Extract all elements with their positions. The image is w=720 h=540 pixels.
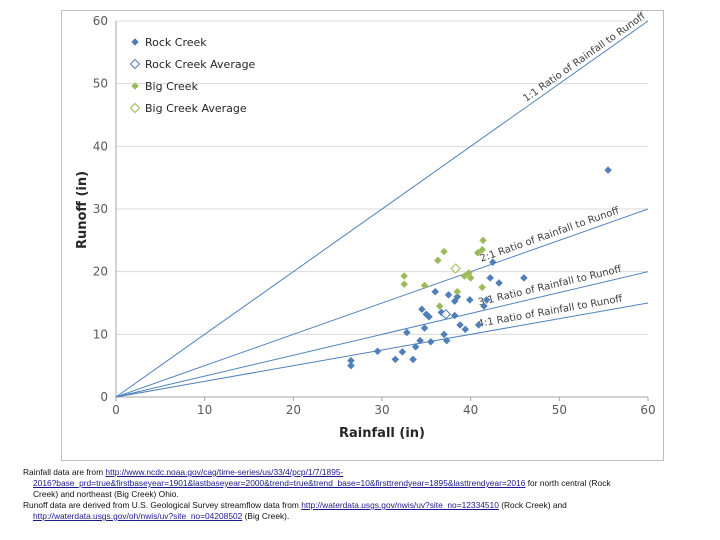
rock-creek-point-23 xyxy=(456,321,464,329)
x-tick-label-30: 30 xyxy=(374,403,389,417)
ratio-line-1 xyxy=(115,20,649,398)
big-creek-point-8 xyxy=(460,272,469,280)
legend: Rock Creek Rock Creek Average Big Creek Big… xyxy=(129,36,256,115)
legend-marker-big-creek-average xyxy=(129,102,141,114)
axes xyxy=(115,21,649,401)
rock-creek-point-18 xyxy=(442,336,451,345)
rock-creek-point-10 xyxy=(418,305,426,314)
rock-creek-point-1 xyxy=(347,361,355,370)
ratio-label-2: 2:1 Ratio of Rainfall to Runoff xyxy=(479,205,622,265)
big-creek-usgs-link[interactable]: http://waterdata.usgs.gov/oh/nwis/uv?sit… xyxy=(33,511,243,521)
rock-creek-point-31 xyxy=(495,279,503,287)
rainfall-data-link-continued[interactable]: 2016?base_prd=true&firstbaseyear=1901&la… xyxy=(33,478,526,488)
rock-creek-point-19 xyxy=(444,290,453,299)
footnote-rock-creek-text: (Rock Creek) and xyxy=(498,500,567,510)
rock-creek-point-13 xyxy=(425,312,433,321)
big-creek-point-10 xyxy=(466,274,475,282)
rock-creek-point-6 xyxy=(402,328,411,337)
rock-creek-point-9 xyxy=(416,336,424,345)
rock-creek-point-8 xyxy=(411,343,420,351)
y-tick-label-50: 50 xyxy=(93,77,108,91)
y-tick-label-60: 60 xyxy=(93,14,108,28)
rock-creek-point-28 xyxy=(482,296,491,304)
x-tick-label-10: 10 xyxy=(197,403,212,417)
tick-labels: 0 10 20 30 40 50 60 0 10 20 30 40 50 60 xyxy=(93,14,656,417)
x-tick-label-50: 50 xyxy=(552,403,567,417)
big-creek-point-13 xyxy=(478,245,487,254)
footnote-region-text-continued: Creek) and northeast (Big Creek) Ohio. xyxy=(33,489,179,499)
ratio-line-2 xyxy=(115,208,649,398)
rock-creek-point-20 xyxy=(450,311,459,320)
ratio-line-4 xyxy=(115,302,649,398)
rock-creek-point-33 xyxy=(604,166,612,175)
scatter-chart: 1:1 Ratio of Rainfall to Runoff 2:1 Ratio… xyxy=(75,10,656,441)
legend-marker-rock-creek xyxy=(131,38,139,46)
rock-creek-usgs-link[interactable]: http://waterdata.usgs.gov/nwis/uv?site_n… xyxy=(301,500,499,510)
y-tick-label-0: 0 xyxy=(100,390,108,404)
rock-creek-point-27 xyxy=(480,302,488,310)
y-tick-label-40: 40 xyxy=(93,139,108,153)
big-creek-average-point-1 xyxy=(450,263,461,274)
big-creek-point-5 xyxy=(435,302,444,310)
y-tick-label-30: 30 xyxy=(93,202,108,216)
big-creek-point-12 xyxy=(478,283,487,292)
rock-creek-point-29 xyxy=(486,274,495,282)
rock-creek-point-22 xyxy=(453,292,462,301)
rock-creek-point-5 xyxy=(398,348,407,356)
rock-creek-point-11 xyxy=(420,324,429,332)
ratio-label-1: 1:1 Ratio of Rainfall to Runoff xyxy=(521,10,648,104)
x-axis-title: Rainfall (in) xyxy=(339,426,425,441)
big-creek-point-7 xyxy=(453,287,462,296)
rainfall-data-link[interactable]: http://www.ncdc.noaa.gov/cag/time-series… xyxy=(105,467,344,477)
rock-creek-point-2 xyxy=(347,356,355,365)
rock-creek-point-30 xyxy=(488,258,497,267)
rock-creek-point-26 xyxy=(474,321,483,329)
big-creek-point-4 xyxy=(434,256,442,265)
rock-creek-average-point-1 xyxy=(440,309,452,320)
rock-creek-point-14 xyxy=(426,337,435,346)
rock-creek-point-17 xyxy=(440,330,448,339)
legend-marker-big-creek xyxy=(131,82,139,90)
x-tick-label-60: 60 xyxy=(640,403,655,417)
legend-label-big-creek: Big Creek xyxy=(145,80,199,93)
rock-creek-point-32 xyxy=(520,274,528,282)
footnote-region-text: for north central (Rock xyxy=(525,478,611,488)
rock-creek-point-24 xyxy=(461,325,470,334)
big-creek-point-14 xyxy=(479,236,487,245)
big-creek-point-1 xyxy=(400,280,409,289)
rock-creek-point-4 xyxy=(391,355,400,364)
y-tick-label-20: 20 xyxy=(93,265,108,279)
big-creek-point-2 xyxy=(400,272,409,280)
source-footnote: Rainfall data are from http://www.ncdc.n… xyxy=(23,467,693,522)
big-creek-point-11 xyxy=(473,249,482,257)
y-axis-title: Runoff (in) xyxy=(75,171,90,249)
x-tick-label-40: 40 xyxy=(463,403,478,417)
footnote-runoff-text: Runoff data are derived from U.S. Geolog… xyxy=(23,500,302,510)
legend-label-big-creek-average: Big Creek Average xyxy=(145,102,247,115)
big-creek-point-3 xyxy=(420,281,429,290)
rock-creek-point-25 xyxy=(465,296,474,304)
x-tick-label-20: 20 xyxy=(286,403,301,417)
legend-label-rock-creek-average: Rock Creek Average xyxy=(145,58,256,71)
legend-label-rock-creek: Rock Creek xyxy=(145,36,207,49)
data-points xyxy=(347,166,612,370)
x-tick-label-0: 0 xyxy=(112,403,120,417)
footnote-big-creek-text: (Big Creek). xyxy=(242,511,290,521)
footnote-rainfall-text: Rainfall data are from xyxy=(23,467,106,477)
y-tick-label-10: 10 xyxy=(93,327,108,341)
chart-frame xyxy=(61,10,664,461)
legend-marker-rock-creek-average xyxy=(129,58,141,70)
big-creek-point-6 xyxy=(440,247,448,256)
rock-creek-point-7 xyxy=(409,355,417,364)
rock-creek-point-3 xyxy=(373,347,382,356)
rock-creek-point-15 xyxy=(431,287,440,296)
ratio-line-3 xyxy=(115,271,649,398)
